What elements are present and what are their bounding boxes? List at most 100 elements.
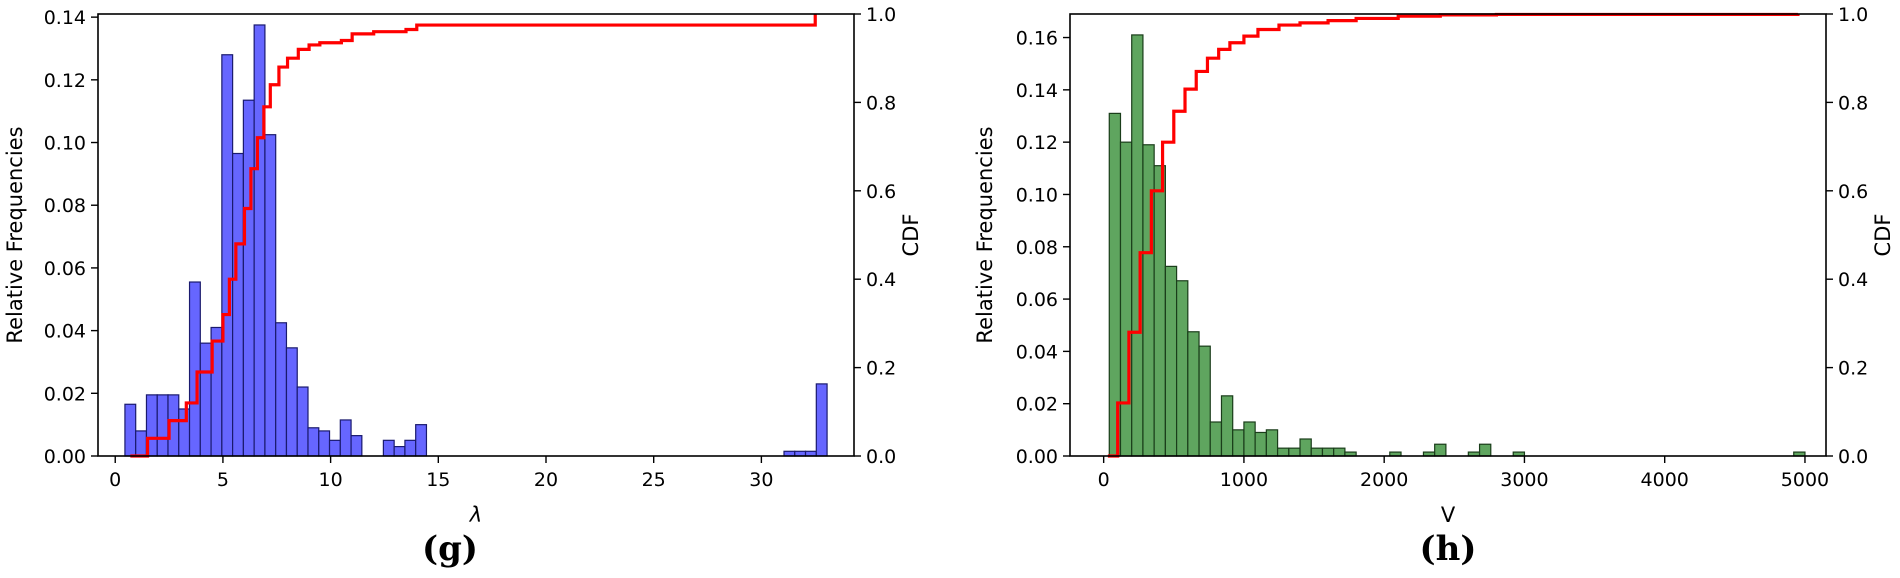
histogram-bar [1434, 443, 1447, 457]
y2-tick-label: 0.0 [1838, 446, 1868, 468]
histogram-bar [307, 427, 320, 457]
y2-tick-label: 1.0 [1838, 4, 1868, 26]
histogram-bar [1478, 443, 1492, 457]
y-tick-label: 0.04 [44, 321, 86, 343]
x-tick-label: 30 [749, 469, 773, 491]
histogram-bar [1254, 431, 1267, 457]
histogram-bar [1321, 447, 1335, 457]
histogram-bar [264, 134, 277, 457]
x-tick-label: 20 [534, 469, 558, 491]
x-tick-label: 2000 [1360, 469, 1408, 491]
chart-panel-g: 0 5 10 15 20 25 30 0.00 0.02 0.04 0.06 0.08 0.10 0.12… [3, 4, 923, 569]
y-tick-label: 0.10 [44, 133, 86, 155]
y-axis-label: Relative Frequencies [3, 126, 27, 343]
y2-tick-label: 0.2 [1838, 358, 1868, 380]
histogram-bar [253, 24, 266, 457]
histogram-bar [382, 439, 395, 457]
y-tick-label: 0.14 [44, 7, 86, 29]
y-tick-label: 0.02 [44, 383, 86, 405]
histogram-bar [1333, 447, 1346, 457]
histogram-bar [1164, 265, 1178, 457]
y2-tick-label: 0.6 [1838, 181, 1868, 203]
plot-frame [1069, 13, 1827, 457]
histogram-bar [1153, 165, 1166, 457]
histogram-bar [1276, 447, 1290, 457]
x-axis-label: λ [469, 503, 482, 527]
y-tick-label: 0.16 [1016, 28, 1058, 50]
histogram-bar [124, 403, 137, 457]
x-tick-label: 5 [217, 469, 229, 491]
histogram-bar [178, 408, 191, 457]
x-tick-label: 15 [426, 469, 450, 491]
histogram-bars [124, 24, 828, 457]
histogram-bar [1299, 438, 1312, 457]
histogram-bar [404, 439, 417, 457]
x-tick-label: 0 [109, 469, 121, 491]
y2-tick-label: 0.6 [866, 181, 896, 203]
histogram-bar [242, 99, 255, 457]
histogram-bar [199, 342, 212, 457]
histogram-bar [1220, 395, 1234, 457]
y2-tick-label: 0.2 [866, 358, 896, 380]
cdf-line [1107, 12, 1800, 458]
histogram-bar [1209, 421, 1223, 457]
y-tick-label: 0.08 [44, 195, 86, 217]
histogram-bar [1131, 34, 1144, 457]
y-tick-label: 0.00 [1016, 446, 1058, 468]
chart-panel-h: 0 1000 2000 3000 4000 5000 0.00 0.02 0.04 0.06 0.0… [973, 4, 1895, 569]
histogram-bars [1108, 34, 1806, 457]
y2-tick-label: 0.0 [866, 446, 896, 468]
y-tick-label: 0.02 [1016, 394, 1058, 416]
y-tick-label: 0.14 [1016, 80, 1058, 102]
histogram-bar [275, 322, 288, 457]
histogram-bar [188, 281, 201, 457]
y2-tick-label: 0.4 [1838, 269, 1868, 291]
y-tick-label: 0.04 [1016, 341, 1058, 363]
y-tick-label: 0.06 [1016, 289, 1058, 311]
histogram-bar [1119, 141, 1133, 457]
y-axis-label: Relative Frequencies [973, 126, 997, 343]
y2-tick-label: 0.8 [1838, 92, 1868, 114]
histogram-bar [1232, 429, 1245, 457]
histogram-bar [1187, 331, 1200, 457]
histogram-bar [1310, 447, 1324, 457]
histogram-bar [393, 445, 406, 457]
plot-frame [97, 13, 855, 457]
cdf-line [130, 14, 817, 458]
histogram-bar [156, 394, 169, 457]
histogram-bar [1288, 447, 1301, 457]
x-tick-label: 0 [1098, 469, 1110, 491]
histogram-bar [350, 435, 363, 457]
x-tick-label: 10 [319, 469, 343, 491]
y-tick-label: 0.08 [1016, 237, 1058, 259]
histogram-bar [1175, 280, 1189, 457]
y2-axis-label: CDF [1871, 214, 1895, 257]
x-tick-label: 3000 [1500, 469, 1548, 491]
histogram-bar [1198, 345, 1211, 457]
histogram-bar [221, 54, 234, 457]
x-tick-label: 5000 [1781, 469, 1829, 491]
x-tick-label: 4000 [1641, 469, 1689, 491]
y-tick-label: 0.12 [1016, 132, 1058, 154]
y2-tick-label: 0.8 [866, 92, 896, 114]
y-tick-label: 0.00 [44, 446, 86, 468]
histogram-bar [232, 152, 244, 457]
y2-tick-label: 1.0 [866, 4, 896, 26]
histogram-bar [318, 430, 331, 457]
histogram-bar [815, 383, 828, 457]
panel-label: (g) [422, 529, 478, 569]
y2-tick-label: 0.4 [866, 269, 896, 291]
histogram-bar [1243, 421, 1256, 457]
y-tick-label: 0.10 [1016, 184, 1058, 206]
y2-axis-label: CDF [899, 214, 923, 257]
y-tick-label: 0.12 [44, 70, 86, 92]
histogram-bar [415, 424, 428, 457]
histogram-bar [135, 430, 148, 457]
x-tick-label: 25 [642, 469, 666, 491]
x-tick-label: 1000 [1220, 469, 1268, 491]
panel-label: (h) [1420, 529, 1477, 569]
y-tick-label: 0.06 [44, 258, 86, 280]
histogram-bar [285, 347, 298, 457]
histogram-bar [339, 419, 352, 457]
